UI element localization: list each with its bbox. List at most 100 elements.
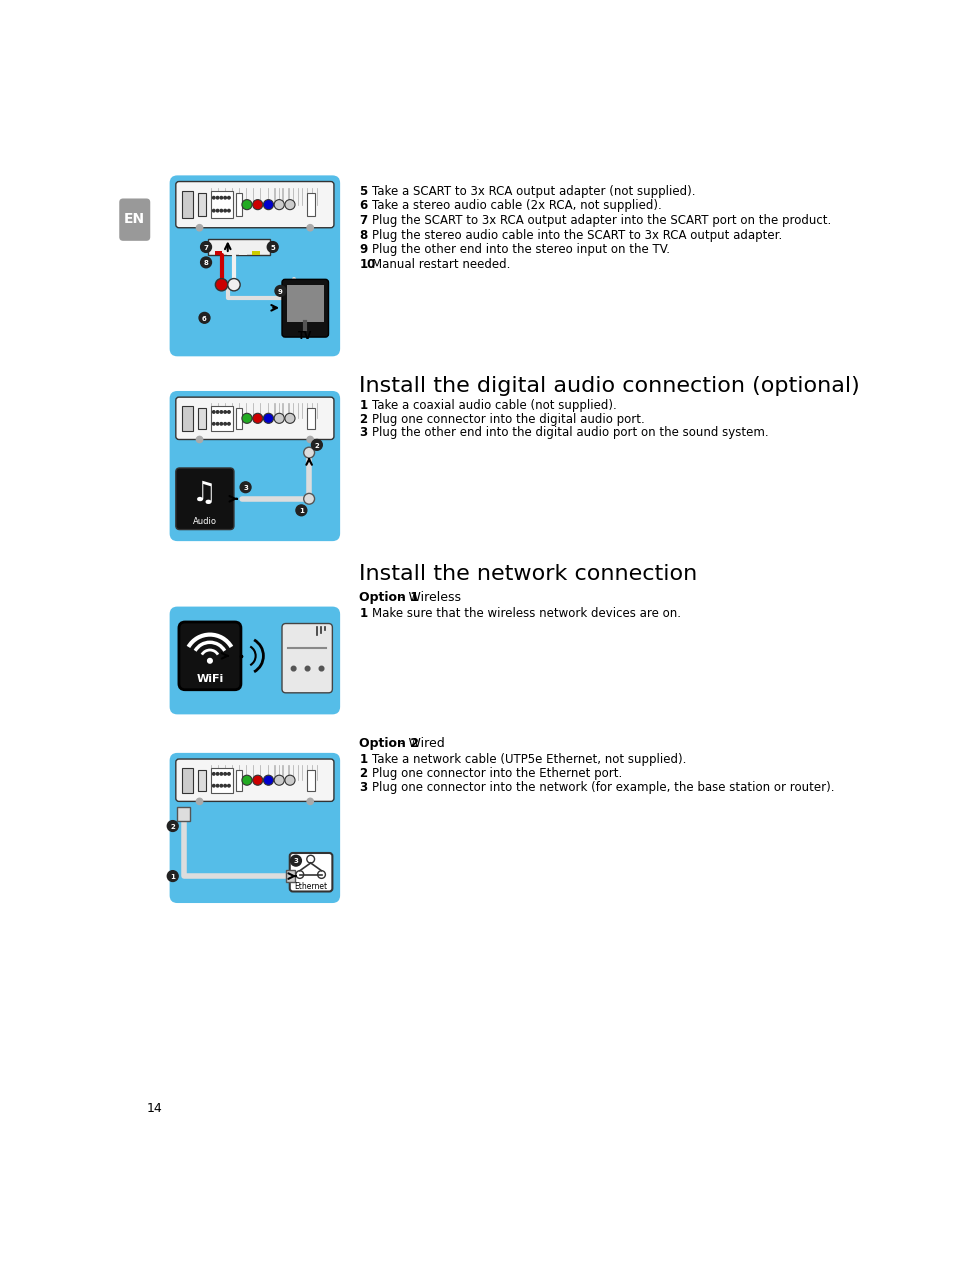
Text: EN: EN: [124, 212, 145, 226]
Circle shape: [295, 871, 303, 878]
Text: 7: 7: [359, 214, 367, 227]
Text: Plug the SCART to 3x RCA output adapter into the SCART port on the product.: Plug the SCART to 3x RCA output adapter …: [372, 214, 830, 227]
Bar: [239, 251, 247, 255]
Circle shape: [285, 414, 294, 424]
Circle shape: [196, 798, 202, 805]
Circle shape: [274, 199, 284, 209]
Circle shape: [200, 241, 212, 253]
Text: Plug the stereo audio cable into the SCART to 3x RCA output adapter.: Plug the stereo audio cable into the SCA…: [372, 228, 781, 241]
Circle shape: [213, 423, 214, 425]
FancyBboxPatch shape: [175, 397, 334, 439]
FancyBboxPatch shape: [175, 759, 334, 802]
Bar: [208, 239, 270, 255]
Bar: [252, 251, 259, 255]
Circle shape: [242, 199, 252, 209]
Circle shape: [208, 659, 212, 664]
Circle shape: [285, 199, 294, 209]
Circle shape: [307, 225, 313, 231]
Text: 8: 8: [359, 228, 367, 241]
Text: Plug one connector into the digital audio port.: Plug one connector into the digital audi…: [372, 412, 644, 425]
Text: 2: 2: [359, 412, 367, 425]
Bar: [307, 193, 314, 216]
Bar: [182, 406, 193, 431]
FancyBboxPatch shape: [170, 391, 340, 541]
Circle shape: [307, 855, 314, 863]
Text: 9: 9: [277, 288, 283, 294]
Circle shape: [228, 423, 230, 425]
Circle shape: [216, 197, 218, 199]
Bar: [235, 407, 242, 429]
Text: 1: 1: [359, 753, 367, 766]
Text: 1: 1: [359, 398, 367, 411]
FancyBboxPatch shape: [170, 175, 340, 357]
Circle shape: [307, 798, 313, 805]
Circle shape: [213, 197, 214, 199]
Circle shape: [220, 197, 222, 199]
Circle shape: [224, 197, 226, 199]
Circle shape: [213, 411, 214, 414]
Bar: [235, 769, 242, 791]
FancyBboxPatch shape: [282, 279, 328, 338]
Text: Plug one connector into the Ethernet port.: Plug one connector into the Ethernet por…: [372, 766, 621, 779]
Text: Take a network cable (UTP5e Ethernet, not supplied).: Take a network cable (UTP5e Ethernet, no…: [372, 753, 685, 766]
Text: Install the digital audio connection (optional): Install the digital audio connection (op…: [359, 376, 860, 396]
Text: Option 2: Option 2: [359, 737, 419, 750]
Text: 2: 2: [359, 766, 367, 779]
Circle shape: [319, 666, 323, 671]
Circle shape: [307, 437, 313, 443]
Text: 14: 14: [146, 1101, 162, 1114]
Bar: [198, 193, 206, 216]
Bar: [211, 190, 233, 218]
Text: 2: 2: [314, 443, 319, 449]
Circle shape: [213, 209, 214, 212]
Circle shape: [220, 784, 222, 787]
Text: 7: 7: [203, 245, 209, 251]
Text: Take a coaxial audio cable (not supplied).: Take a coaxial audio cable (not supplied…: [372, 398, 616, 411]
FancyBboxPatch shape: [175, 468, 233, 529]
Text: WiFi: WiFi: [196, 674, 223, 684]
Circle shape: [267, 241, 278, 253]
Text: Make sure that the wireless network devices are on.: Make sure that the wireless network devi…: [372, 607, 680, 619]
Bar: [307, 407, 314, 429]
Circle shape: [228, 773, 230, 775]
Circle shape: [216, 784, 218, 787]
Circle shape: [228, 784, 230, 787]
Circle shape: [291, 855, 301, 865]
FancyBboxPatch shape: [282, 623, 332, 693]
Circle shape: [317, 871, 325, 878]
Circle shape: [224, 773, 226, 775]
Bar: [307, 769, 314, 791]
Text: Plug the other end into the stereo input on the TV.: Plug the other end into the stereo input…: [372, 244, 669, 256]
Bar: [227, 251, 234, 255]
Text: 3: 3: [359, 780, 367, 793]
Text: 3: 3: [359, 426, 367, 439]
Text: Take a SCART to 3x RCA output adapter (not supplied).: Take a SCART to 3x RCA output adapter (n…: [372, 184, 695, 198]
Circle shape: [253, 414, 262, 424]
Circle shape: [199, 312, 210, 324]
Circle shape: [224, 209, 226, 212]
FancyBboxPatch shape: [179, 622, 241, 690]
FancyBboxPatch shape: [170, 753, 340, 904]
Text: Take a stereo audio cable (2x RCA, not supplied).: Take a stereo audio cable (2x RCA, not s…: [372, 199, 661, 212]
FancyBboxPatch shape: [170, 607, 340, 714]
Text: 3: 3: [243, 485, 248, 491]
Circle shape: [216, 423, 218, 425]
Text: 6: 6: [202, 316, 207, 321]
Circle shape: [274, 414, 284, 424]
Circle shape: [263, 199, 274, 209]
Text: Manual restart needed.: Manual restart needed.: [372, 258, 510, 270]
Circle shape: [240, 482, 251, 492]
Text: 2: 2: [171, 824, 175, 830]
Circle shape: [224, 784, 226, 787]
Text: 10: 10: [359, 258, 375, 270]
Text: Option 1: Option 1: [359, 591, 419, 604]
Circle shape: [228, 197, 230, 199]
Circle shape: [295, 505, 307, 515]
Circle shape: [216, 773, 218, 775]
Text: ♫: ♫: [192, 478, 216, 506]
Bar: [211, 768, 233, 793]
Text: 6: 6: [359, 199, 367, 212]
Bar: [182, 190, 193, 218]
Text: 5: 5: [270, 245, 274, 251]
Text: - Wireless: - Wireless: [395, 591, 460, 604]
